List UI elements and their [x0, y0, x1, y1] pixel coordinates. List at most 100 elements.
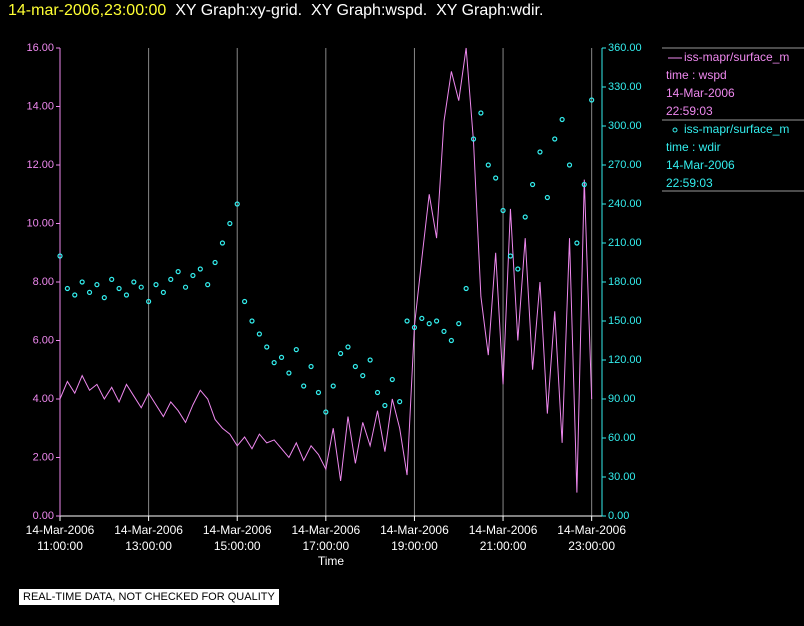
- wdir-point: [301, 383, 307, 389]
- wdir-point: [433, 318, 440, 324]
- wdir-point: [448, 337, 454, 344]
- wdir-point: [94, 282, 100, 288]
- wdir-point: [57, 253, 63, 259]
- x-tick-label: 14-Mar-2006 17:00:00: [291, 523, 361, 553]
- legend-name: iss-mapr/surface_m: [684, 50, 789, 64]
- wdir-point: [315, 389, 322, 396]
- wdir-point: [242, 298, 248, 305]
- wdir-point: [123, 292, 130, 298]
- wdir-point: [456, 321, 462, 327]
- wdir-point: [478, 110, 484, 116]
- wdir-point: [566, 162, 573, 168]
- wdir-point: [256, 331, 262, 337]
- x-tick-label: 14-Mar-2006 11:00:00: [25, 523, 95, 553]
- chart-subtitle: XY Graph:xy-grid. XY Graph:wspd. XY Grap…: [175, 2, 544, 19]
- wdir-point: [205, 282, 211, 288]
- y-tick-label: 8.00: [33, 276, 54, 288]
- wdir-point: [330, 383, 336, 389]
- wdir-point: [552, 136, 558, 142]
- wdir-point: [389, 376, 395, 383]
- wdir-point: [175, 269, 181, 275]
- wdir-point: [79, 279, 85, 285]
- wdir-point: [411, 324, 418, 331]
- wdir-point: [234, 201, 240, 207]
- wdir-point: [589, 97, 595, 103]
- wdir-point: [212, 259, 218, 266]
- wdir-point: [64, 285, 70, 292]
- y2-tick-label: 240.00: [608, 198, 642, 210]
- x-tick-label: 14-Mar-2006 21:00:00: [468, 523, 538, 553]
- wdir-point: [397, 399, 403, 405]
- wdir-point: [138, 284, 144, 290]
- wdir-point: [529, 181, 536, 188]
- legend-detail: 22:59:03: [666, 104, 713, 118]
- footnote: REAL-TIME DATA, NOT CHECKED FOR QUALITY: [19, 589, 279, 605]
- legend-detail: 14-Mar-2006: [666, 158, 735, 172]
- y2-tick-label: 120.00: [608, 354, 642, 366]
- y2-tick-label: 150.00: [608, 315, 642, 327]
- title-bar: 14-mar-2006,23:00:00 XY Graph:xy-grid. X…: [8, 2, 543, 20]
- y2-tick-label: 30.00: [608, 471, 636, 483]
- wdir-point: [116, 285, 122, 292]
- wdir-point: [544, 194, 550, 201]
- y-tick-label: 12.00: [26, 159, 54, 171]
- wdir-point: [249, 318, 255, 324]
- wdir-point: [426, 321, 432, 327]
- wdir-point: [581, 181, 587, 188]
- wdir-point: [500, 207, 506, 214]
- x-axis-label: Time: [318, 554, 345, 568]
- chart-title: 14-mar-2006,23:00:00: [8, 2, 167, 19]
- wdir-point: [470, 136, 477, 142]
- y-tick-label: 16.00: [26, 42, 54, 54]
- x-tick-label: 14-Mar-2006 23:00:00: [557, 523, 626, 553]
- y-tick-label: 2.00: [33, 451, 54, 463]
- y2-tick-label: 210.00: [608, 237, 642, 249]
- wdir-point: [367, 357, 373, 363]
- wdir-point: [197, 266, 203, 272]
- wdir-point: [293, 347, 299, 353]
- y2-tick-label: 330.00: [608, 81, 642, 93]
- y-tick-label: 0.00: [33, 510, 54, 522]
- wdir-point: [522, 214, 528, 220]
- wdir-point: [537, 149, 543, 155]
- wdir-point: [308, 363, 314, 370]
- legend-detail: time : wspd: [666, 68, 727, 82]
- y2-tick-label: 180.00: [608, 276, 642, 288]
- wdir-point: [227, 220, 233, 227]
- wdir-point: [278, 354, 285, 360]
- wdir-point: [286, 370, 292, 376]
- wdir-point: [337, 350, 344, 357]
- wdir-point: [374, 389, 381, 396]
- x-tick-label: 14-Mar-2006 15:00:00: [202, 523, 272, 553]
- wspd-line: [59, 47, 593, 493]
- wdir-point: [146, 298, 152, 305]
- wdir-point: [419, 315, 425, 321]
- wdir-point: [441, 328, 447, 334]
- y2-tick-label: 90.00: [608, 393, 636, 405]
- wdir-point: [360, 373, 366, 379]
- wdir-point: [352, 363, 358, 370]
- y2-tick-label: 360.00: [608, 42, 642, 54]
- y-tick-label: 10.00: [26, 217, 54, 229]
- wdir-point: [109, 276, 115, 282]
- wdir-point: [323, 409, 329, 415]
- wdir-point: [493, 175, 499, 181]
- y-tick-label: 6.00: [33, 334, 54, 346]
- y2-tick-label: 60.00: [608, 432, 636, 444]
- wdir-point: [72, 292, 78, 298]
- wdir-point: [463, 285, 469, 292]
- wdir-point: [574, 240, 580, 246]
- wdir-point: [131, 279, 137, 285]
- wdir-point: [264, 344, 270, 350]
- wdir-point: [101, 295, 107, 301]
- x-tick-label: 14-Mar-2006 19:00:00: [380, 523, 449, 553]
- wdir-point: [153, 282, 159, 288]
- legend-swatch: [672, 127, 678, 133]
- wdir-point: [219, 240, 226, 246]
- wdir-point: [271, 360, 277, 366]
- wdir-point: [382, 402, 388, 409]
- y2-tick-label: 300.00: [608, 120, 642, 132]
- wdir-point: [507, 253, 514, 259]
